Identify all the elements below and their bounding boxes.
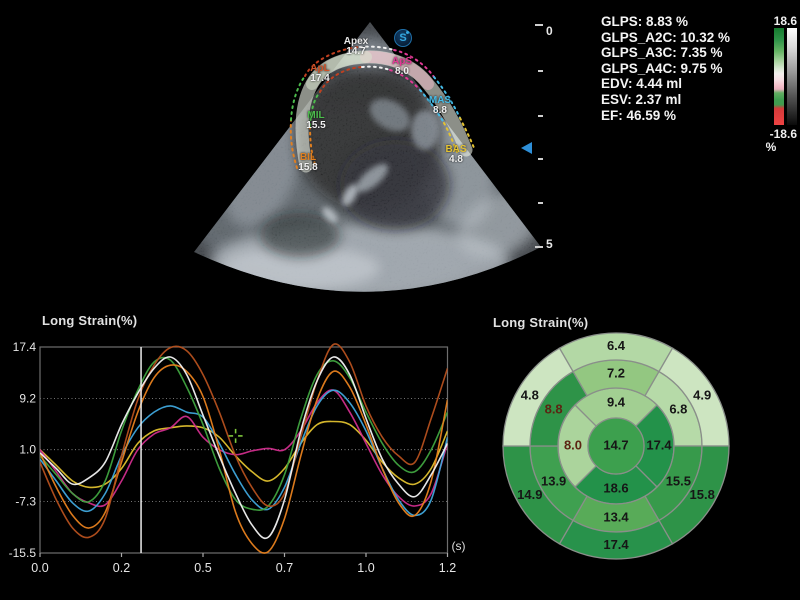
bullseye-value: 8.8 bbox=[545, 401, 563, 416]
strain-chart: 17.4 9.2 1.0 -7.3 -15.50.0 0.2 0.5 0.7 1.0 1.2 (s) bbox=[9, 340, 466, 575]
y-tick-label: 17.4 bbox=[13, 340, 37, 354]
x-tick-label: 1.2 bbox=[439, 561, 456, 575]
bullseye-value: 4.9 bbox=[693, 388, 711, 403]
focus-marker-icon[interactable] bbox=[521, 142, 532, 154]
vendor-logo: S bbox=[394, 29, 412, 47]
strain-curve-bas bbox=[40, 420, 448, 489]
bullseye-center bbox=[587, 417, 645, 475]
bullseye-value: 13.4 bbox=[603, 509, 629, 524]
x-unit-label: (s) bbox=[452, 539, 466, 553]
strain-curve-aps bbox=[40, 389, 448, 508]
measurement-line: GLPS_A4C: 9.75 % bbox=[601, 60, 723, 76]
segment-label-mas: MAS 8.8 bbox=[428, 95, 452, 116]
ruler-tick bbox=[535, 24, 543, 26]
measurement-line: ESV: 2.37 ml bbox=[601, 91, 682, 107]
measurement-line: GLPS: 8.83 % bbox=[601, 14, 689, 29]
roi-contour bbox=[289, 45, 475, 173]
segment-label-bas: BAS 4.8 bbox=[445, 144, 467, 165]
bullseye-value: 18.6 bbox=[603, 480, 628, 495]
ultrasound-image bbox=[194, 22, 541, 292]
colorbar-unit-label: % bbox=[765, 140, 777, 154]
x-tick-label: 0.5 bbox=[194, 561, 211, 575]
bullseye-chart: 9.4 17.4 18.6 8.0 7.2 6.8 15.5 13.4 13.9 8.8 6.4 4.… bbox=[502, 332, 730, 560]
measurement-line: EF: 46.59 % bbox=[601, 107, 677, 123]
x-tick-label: 0.0 bbox=[31, 561, 48, 575]
colorbar-min-label: -18.6 bbox=[769, 127, 797, 141]
bullseye-title: Long Strain(%) bbox=[493, 315, 589, 330]
bullseye-value: 15.5 bbox=[666, 473, 691, 488]
speckle-noise bbox=[194, 22, 541, 292]
bullseye-value: 17.4 bbox=[603, 537, 629, 552]
bullseye-value: 6.8 bbox=[669, 401, 687, 416]
strain-chart-title: Long Strain(%) bbox=[42, 313, 138, 328]
y-tick-label: -7.3 bbox=[15, 495, 36, 509]
strain-curve-mil bbox=[40, 356, 448, 511]
bullseye-value: 7.2 bbox=[607, 365, 625, 380]
measurement-results: GLPS: 8.83 % GLPS_A2C: 10.32 % GLPS_A3C:… bbox=[601, 14, 730, 123]
strain-curve-apex bbox=[40, 356, 448, 540]
roi-cross-marker[interactable] bbox=[228, 428, 243, 443]
y-tick-label: -15.5 bbox=[9, 546, 37, 560]
bullseye-value: 8.0 bbox=[564, 437, 582, 452]
measurement-line: GLPS_A3C: 7.35 % bbox=[601, 45, 723, 61]
depth-label-top: 0 bbox=[546, 24, 553, 38]
ruler-tick bbox=[538, 70, 543, 72]
strain-curve-bil bbox=[40, 364, 448, 554]
colorbar-max-label: 18.6 bbox=[773, 14, 797, 28]
bullseye-value: 6.4 bbox=[607, 338, 626, 353]
strain-curve-apl bbox=[40, 343, 448, 539]
segment-label-mil: MIL 15.5 bbox=[306, 110, 326, 131]
x-tick-label: 0.2 bbox=[113, 561, 130, 575]
y-tick-label: 9.2 bbox=[19, 391, 36, 405]
ruler-tick bbox=[538, 202, 543, 204]
bullseye-value: 13.9 bbox=[541, 473, 566, 488]
logo-dot-icon bbox=[406, 31, 409, 34]
gray-colorbar bbox=[787, 28, 797, 125]
segment-label-apl: ApL 17.4 bbox=[310, 63, 330, 84]
x-tick-label: 0.7 bbox=[276, 561, 293, 575]
bullseye-value: 4.8 bbox=[521, 388, 539, 403]
bullseye-value: 15.8 bbox=[690, 487, 715, 502]
strain-colorbar bbox=[774, 28, 784, 125]
ruler-tick bbox=[535, 246, 543, 248]
bullseye-value: 14.7 bbox=[603, 437, 628, 452]
x-tick-label: 1.0 bbox=[357, 561, 374, 575]
measurement-line: EDV: 4.44 ml bbox=[601, 76, 683, 92]
y-tick-label: 1.0 bbox=[19, 443, 36, 457]
segment-label-bil: BIL 15.8 bbox=[298, 152, 318, 173]
bullseye-value: 17.4 bbox=[646, 437, 672, 452]
ruler-tick bbox=[538, 158, 543, 160]
bullseye-segment-basal bbox=[502, 347, 574, 447]
depth-label-bottom: 5 bbox=[546, 237, 553, 251]
ruler-tick bbox=[538, 115, 543, 117]
measurement-line: GLPS_A2C: 10.32 % bbox=[601, 29, 731, 45]
segment-label-apex: Apex 14.7 bbox=[343, 36, 369, 57]
bullseye-value: 9.4 bbox=[607, 394, 626, 409]
segment-label-aps: ApS 8.0 bbox=[392, 56, 412, 77]
bullseye-value: 14.9 bbox=[517, 487, 542, 502]
